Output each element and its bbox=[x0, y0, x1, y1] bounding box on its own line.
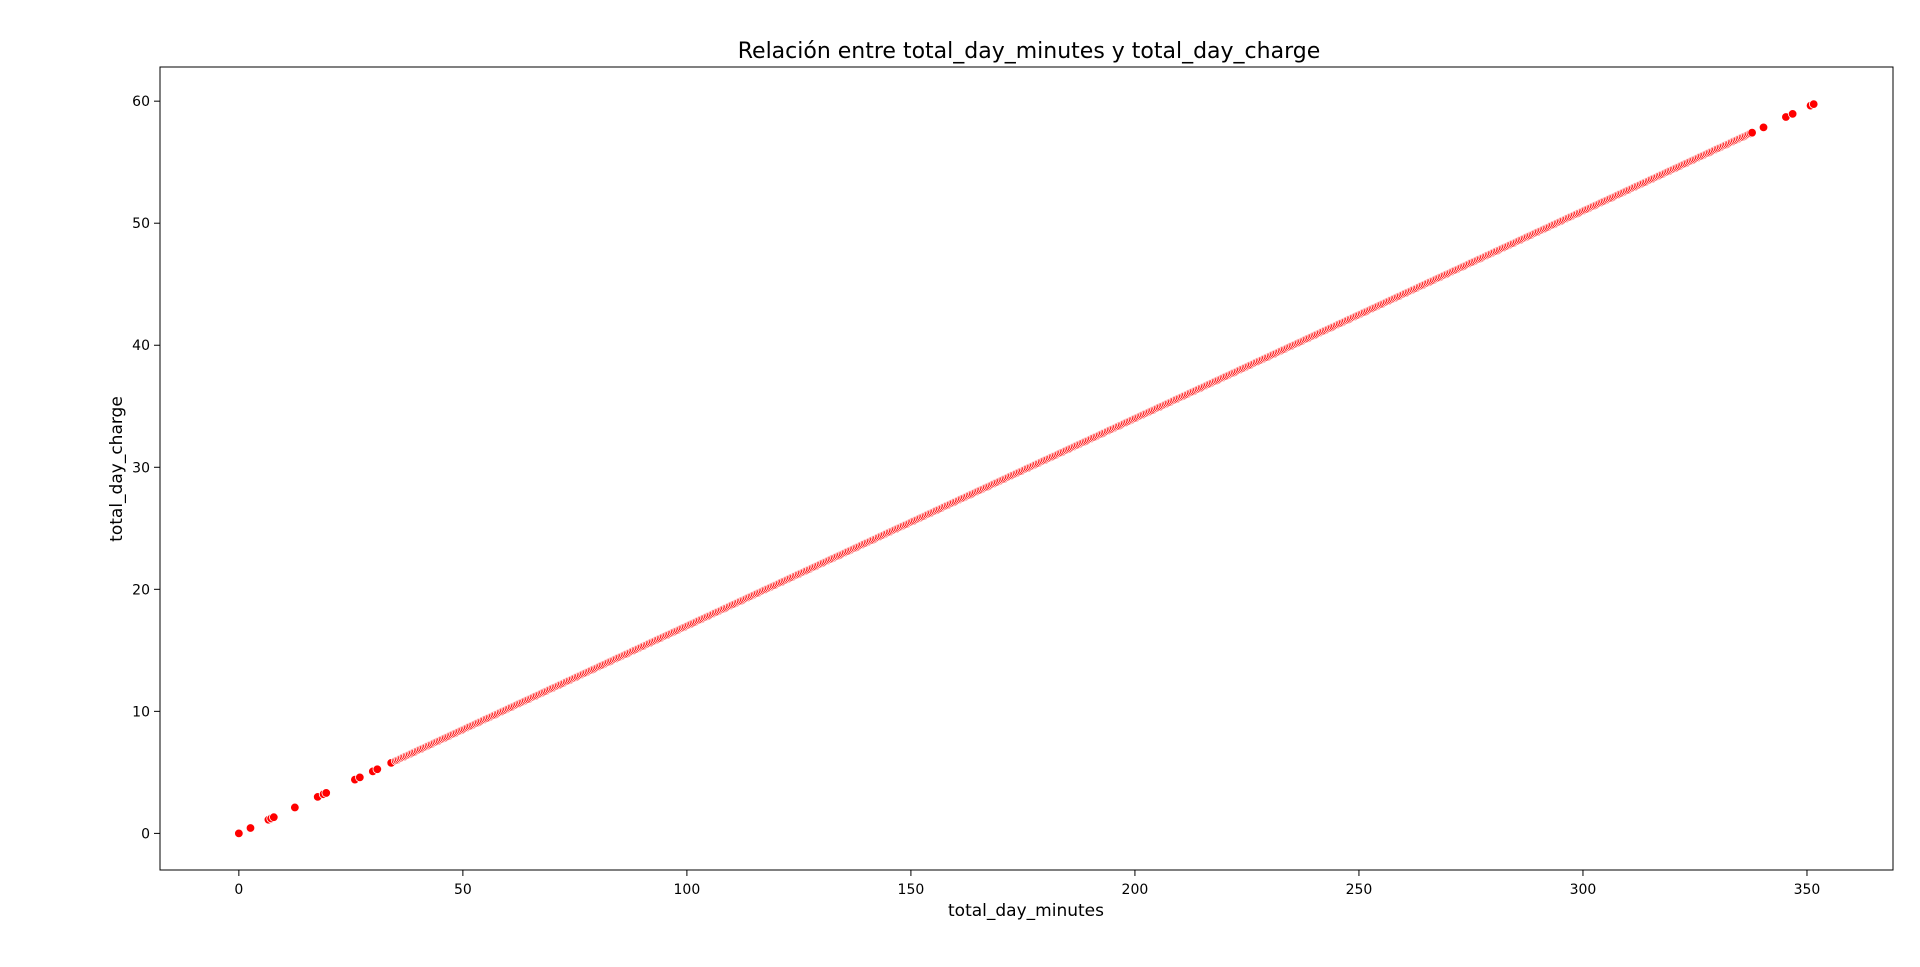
scatter-point bbox=[245, 823, 256, 833]
x-tick-label: 250 bbox=[1346, 882, 1373, 898]
scatter-point bbox=[355, 772, 365, 783]
data-points bbox=[234, 99, 1819, 839]
x-tick-label: 50 bbox=[454, 882, 472, 898]
chart-title: Relación entre total_day_minutes y total… bbox=[738, 39, 1321, 64]
scatter-point bbox=[234, 828, 244, 839]
x-tick-label: 150 bbox=[898, 882, 925, 898]
y-axis-label: total_day_charge bbox=[107, 396, 127, 542]
scatter-point bbox=[290, 802, 300, 813]
scatter-point bbox=[1787, 109, 1798, 119]
y-tick-label: 40 bbox=[132, 338, 150, 354]
y-tick-label: 10 bbox=[132, 704, 150, 720]
x-tick-label: 100 bbox=[674, 882, 701, 898]
x-tick-label: 300 bbox=[1570, 882, 1597, 898]
y-tick-label: 20 bbox=[132, 582, 150, 598]
scatter-point bbox=[1758, 122, 1769, 133]
x-axis: 0 50 100 150 200 250 300 350 bbox=[234, 870, 1820, 898]
y-tick-label: 60 bbox=[132, 94, 150, 110]
x-tick-label: 200 bbox=[1122, 882, 1149, 898]
scatter-point bbox=[321, 788, 331, 798]
x-axis-label: total_day_minutes bbox=[948, 901, 1104, 921]
x-tick-label: 350 bbox=[1794, 882, 1821, 898]
y-tick-label: 30 bbox=[132, 460, 150, 476]
plot-area-frame bbox=[159, 66, 1894, 871]
x-tick-label: 0 bbox=[234, 882, 243, 898]
y-axis: 0 10 20 30 40 50 60 bbox=[132, 94, 160, 842]
scatter-point bbox=[372, 764, 383, 774]
y-tick-label: 50 bbox=[132, 216, 150, 232]
y-tick-label: 0 bbox=[141, 826, 150, 842]
scatter-point bbox=[1747, 127, 1757, 138]
scatter-point bbox=[1808, 99, 1819, 109]
scatter-point bbox=[269, 812, 279, 822]
